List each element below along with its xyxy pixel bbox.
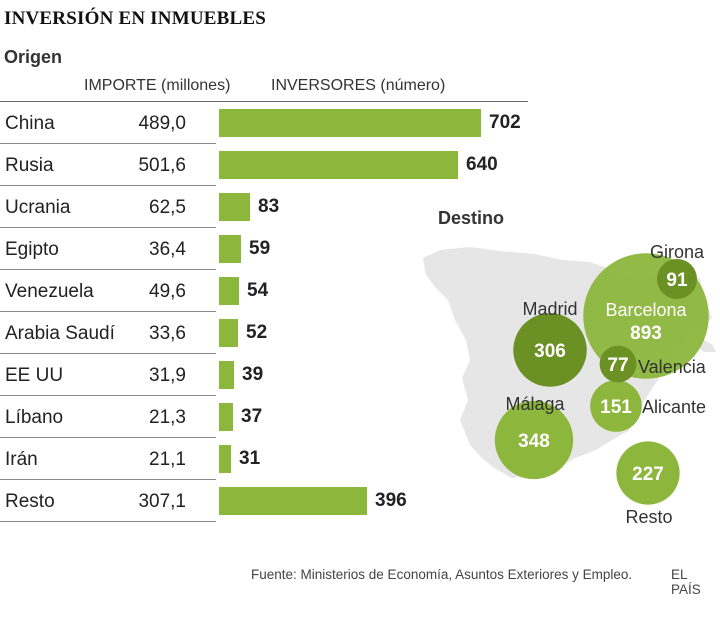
- investors-value-label: 59: [249, 238, 271, 259]
- investors-bar: [219, 277, 239, 305]
- investors-bar: [219, 487, 367, 515]
- investors-bar: [219, 193, 250, 221]
- investors-bar: [219, 445, 231, 473]
- city-label: Málaga: [505, 394, 565, 414]
- amount-value: 62,5: [149, 197, 186, 218]
- row-divider: [0, 395, 216, 396]
- bubble-value-label: 227: [632, 464, 664, 485]
- country-label: Ucrania: [5, 197, 71, 218]
- bubble-value-label: 348: [518, 431, 550, 452]
- row-divider: [0, 353, 216, 354]
- amount-value: 501,6: [138, 155, 186, 176]
- country-label: Arabia Saudí: [5, 323, 115, 344]
- destination-bubble: [513, 313, 587, 387]
- chart-title: INVERSIÓN EN INMUEBLES: [4, 8, 267, 29]
- table-row: Venezuela 49,6: [0, 270, 216, 312]
- row-divider: [0, 521, 216, 522]
- city-label: Resto: [625, 507, 672, 527]
- investors-value-label: 83: [258, 196, 280, 217]
- table-row: Arabia Saudí 33,6: [0, 312, 216, 354]
- table-top-rule: [0, 101, 528, 102]
- table-row: EE UU 31,9: [0, 354, 216, 396]
- amount-value: 489,0: [138, 113, 186, 134]
- amount-value: 31,9: [149, 365, 186, 386]
- country-label: Venezuela: [5, 281, 94, 302]
- country-label: Líbano: [5, 407, 64, 428]
- destination-bubble: [656, 258, 698, 300]
- destination-bubble: [494, 400, 574, 480]
- row-divider: [0, 227, 216, 228]
- country-label: Egipto: [5, 239, 59, 260]
- amount-value: 49,6: [149, 281, 186, 302]
- origin-heading: Origen: [4, 47, 63, 67]
- source-note: Fuente: Ministerios de Economía, Asuntos…: [251, 567, 633, 582]
- destination-bubble: [599, 345, 637, 383]
- investors-bar: [219, 151, 458, 179]
- row-divider: [0, 143, 216, 144]
- row-divider: [0, 479, 216, 480]
- table-row: Rusia 501,6: [0, 144, 216, 186]
- destination-bubble: [616, 441, 680, 505]
- table-row: Líbano 21,3: [0, 396, 216, 438]
- amount-value: 307,1: [138, 491, 186, 512]
- country-label: Resto: [5, 491, 55, 512]
- investors-value-label: 640: [466, 154, 498, 175]
- bubble-value-label: 306: [534, 341, 566, 362]
- bubble-value-label: 893: [630, 323, 662, 344]
- investors-bar: [219, 109, 481, 137]
- table-row: Irán 21,1: [0, 438, 216, 480]
- table-row: Ucrania 62,5: [0, 186, 216, 228]
- table-row: Egipto 36,4: [0, 228, 216, 270]
- city-label: Girona: [650, 242, 705, 262]
- investors-value-label: 702: [489, 112, 521, 133]
- amount-value: 36,4: [149, 239, 186, 260]
- investors-value-label: 39: [242, 364, 264, 385]
- city-label: Madrid: [522, 299, 577, 319]
- amount-value: 33,6: [149, 323, 186, 344]
- country-label: Irán: [5, 449, 38, 470]
- investors-column-header: INVERSORES (número): [271, 77, 446, 94]
- investors-bar: [219, 403, 233, 431]
- destination-bubble: [590, 380, 642, 432]
- country-label: Rusia: [5, 155, 54, 176]
- investors-value-label: 54: [247, 280, 269, 301]
- investors-value-label: 31: [239, 448, 261, 469]
- country-label: EE UU: [5, 365, 64, 386]
- investors-value-label: 396: [375, 490, 407, 511]
- bubble-value-label: 91: [666, 270, 688, 291]
- investors-value-label: 52: [246, 322, 268, 343]
- brand-credit: EL PAÍS: [671, 567, 701, 597]
- investors-bar: [219, 319, 238, 347]
- row-divider: [0, 437, 216, 438]
- table-row: China 489,0: [0, 102, 216, 144]
- table-row: Resto 307,1: [0, 480, 216, 522]
- city-label: Valencia: [638, 357, 707, 377]
- amount-column-header: IMPORTE (millones): [84, 77, 231, 94]
- city-label: Barcelona: [605, 300, 687, 320]
- amount-value: 21,1: [149, 449, 186, 470]
- investors-value-label: 37: [241, 406, 263, 427]
- country-label: China: [5, 113, 55, 134]
- row-divider: [0, 311, 216, 312]
- investors-bar: [219, 235, 241, 263]
- destination-title: Destino: [438, 208, 504, 228]
- city-label: Alicante: [642, 397, 706, 417]
- bubble-value-label: 151: [600, 397, 632, 418]
- bubble-value-label: 77: [607, 355, 628, 376]
- row-divider: [0, 185, 216, 186]
- row-divider: [0, 269, 216, 270]
- amount-value: 21,3: [149, 407, 186, 428]
- investors-bar: [219, 361, 234, 389]
